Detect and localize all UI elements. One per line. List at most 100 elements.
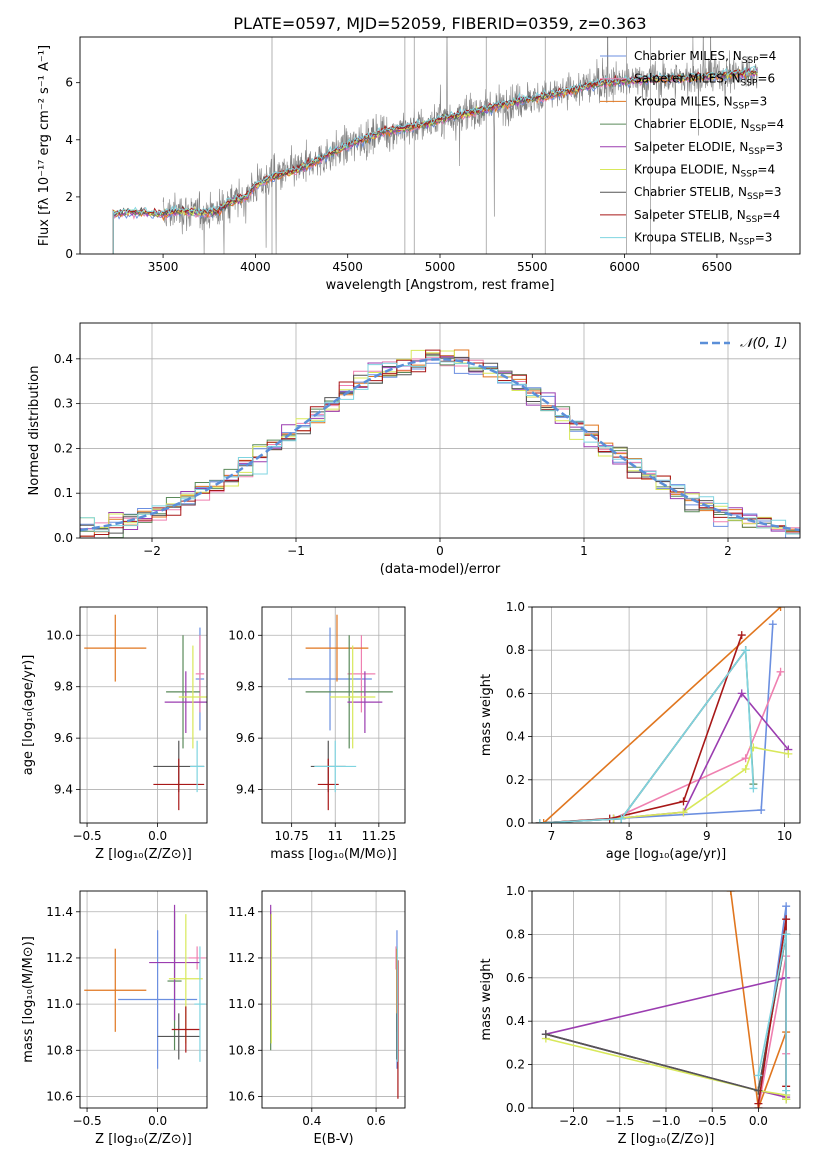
x-tick-label: 4000	[240, 260, 271, 274]
panel-age_vs_Z: −0.5 0.0 9.4 9.6 9.8 10.0 Z [log₁₀(Z/Z⊙)] age […	[21, 606, 208, 862]
errorbar-1	[188, 946, 206, 970]
errorbar-0	[118, 930, 198, 1069]
x-tick-label: 0	[436, 544, 444, 558]
weight-marker	[737, 631, 746, 640]
x-tick-label: 0.0	[148, 829, 167, 843]
x-tick-label: −1	[287, 544, 305, 558]
plot-area-residuals	[80, 349, 800, 538]
legend-label-6: Chabrier STELIB, NSSP=3	[634, 185, 782, 202]
panel-weight_vs_age: 7 8 9 10 0.0 0.2 0.4 0.6 0.8 1.0 age [log₁₀(age/yr…	[479, 600, 801, 862]
y-tick-label: 11.4	[228, 905, 255, 919]
legend-eq: =3	[755, 231, 773, 245]
x-axis-label: Z [log₁₀(Z/Z⊙)]	[618, 1132, 715, 1147]
x-tick-label: −0.5	[698, 1114, 727, 1128]
errorbar-3	[166, 635, 200, 749]
weight-marker	[754, 1099, 763, 1108]
residual-legend: 𝒩(0, 1)	[700, 336, 787, 351]
x-tick-label: 5500	[517, 260, 548, 274]
plot-area-weight_vs_age	[535, 607, 793, 823]
weight-marker	[541, 1030, 550, 1039]
model-spectrum-7	[112, 68, 758, 254]
x-tick-label: −1.0	[651, 1114, 680, 1128]
y-tick-label: 2	[65, 190, 73, 204]
panel-residuals: −2 −1 0 1 2 0.0 0.1 0.2 0.3 0.4 (data-model)/error…	[27, 322, 801, 577]
errorbar-4	[149, 904, 200, 1021]
x-tick-label: 6000	[609, 260, 640, 274]
legend-sub: SSP	[741, 170, 758, 180]
y-axis-label: Flux [fλ 10⁻¹⁷ erg cm⁻² s⁻¹ A⁻¹]	[37, 45, 52, 246]
x-axis-label: (data-model)/error	[380, 562, 501, 577]
errorbar-8	[194, 946, 206, 1062]
axes-frame	[79, 606, 208, 824]
legend-eq: =3	[765, 140, 783, 154]
spectrum-legend: Chabrier MILES, NSSP=4 Salpeter MILES, NS…	[600, 49, 784, 248]
legend-eq: =3	[764, 185, 782, 199]
legend-label-3: Chabrier ELODIE, NSSP=4	[634, 117, 784, 134]
y-tick-label: 6	[65, 76, 73, 90]
legend-normal-label: 𝒩(0, 1)	[740, 336, 787, 351]
weight-marker	[782, 902, 791, 911]
weight-line-2	[543, 607, 782, 823]
weight-marker	[782, 915, 791, 924]
x-axis-label: Z [log₁₀(Z/Z⊙)]	[95, 847, 192, 862]
y-tick-label: 0.0	[54, 531, 73, 545]
y-axis-label: age [log₁₀(age/yr)]	[21, 655, 36, 776]
weight-marker	[749, 784, 758, 793]
x-axis-label: Z [log₁₀(Z/Z⊙)]	[95, 1132, 192, 1147]
figure-title: PLATE=0597, MJD=52059, FIBERID=0359, z=0…	[233, 14, 646, 33]
x-tick-label: 6500	[702, 260, 733, 274]
weight-marker	[754, 1071, 763, 1080]
weight-marker	[741, 646, 750, 655]
y-axis-label: mass weight	[479, 958, 494, 1040]
weight-marker	[741, 765, 750, 773]
x-tick-label: 1	[580, 544, 588, 558]
weight-marker	[776, 607, 785, 611]
y-tick-label: 9.8	[54, 680, 73, 694]
y-tick-label: 0.0	[506, 816, 525, 830]
errorbar-2	[305, 614, 369, 682]
plot-area-mass_vs_Z	[84, 904, 206, 1069]
x-tick-label: 0.6	[367, 1114, 386, 1128]
errorbar-2	[84, 948, 147, 1032]
x-tick-label: −0.5	[72, 829, 101, 843]
y-tick-label: 11.4	[46, 905, 73, 919]
x-tick-label: 7	[548, 829, 556, 843]
errorbar-8	[314, 740, 357, 793]
normal-curve	[80, 358, 800, 532]
plot-area-age_vs_mass	[288, 614, 393, 811]
axes-frame	[79, 890, 208, 1109]
residual-hist-8	[80, 358, 800, 535]
x-tick-label: −1.5	[605, 1114, 634, 1128]
y-tick-label: 10.8	[228, 1043, 255, 1057]
x-tick-label: 9	[703, 829, 711, 843]
weight-line-1	[539, 671, 782, 823]
legend-sub: SSP	[741, 79, 758, 89]
y-tick-label: 0	[65, 247, 73, 261]
weight-marker	[776, 667, 785, 676]
x-tick-label: −2	[143, 544, 161, 558]
residual-hist-7	[80, 349, 800, 537]
legend-label-4: Salpeter ELODIE, NSSP=3	[634, 140, 783, 157]
weight-marker	[784, 749, 793, 758]
errorbar-7	[171, 1006, 200, 1053]
y-tick-label: 0.6	[506, 686, 525, 700]
legend-sub: SSP	[748, 147, 765, 157]
y-tick-label: 4	[65, 133, 73, 147]
x-tick-label: 0.4	[302, 1114, 321, 1128]
weight-line-0	[539, 624, 774, 823]
legend-eq: =4	[763, 208, 781, 222]
x-tick-label: 2	[724, 544, 732, 558]
x-tick-label: 10	[777, 829, 792, 843]
panel-age_vs_mass: 10.75 11 11.25 9.4 9.6 9.8 10.0 mass [log₁₀(M/M…	[228, 606, 406, 862]
weight-line-8	[539, 647, 755, 823]
legend-label-2: Kroupa MILES, NSSP=3	[634, 94, 767, 111]
legend-label-7: Salpeter STELIB, NSSP=4	[634, 208, 780, 225]
y-tick-label: 9.6	[236, 731, 255, 745]
x-tick-label: 0.0	[749, 1114, 768, 1128]
panel-weight_vs_Z: −2.0 −1.5 −1.0 −0.5 0.0 0.0 0.2 0.4 0.6 0.8 1.0 Z […	[479, 884, 801, 1147]
plot-area-age_vs_Z	[84, 614, 207, 811]
model-spectrum-8	[112, 65, 758, 254]
errorbar-8	[190, 740, 205, 793]
legend-sub: SSP	[733, 101, 750, 111]
